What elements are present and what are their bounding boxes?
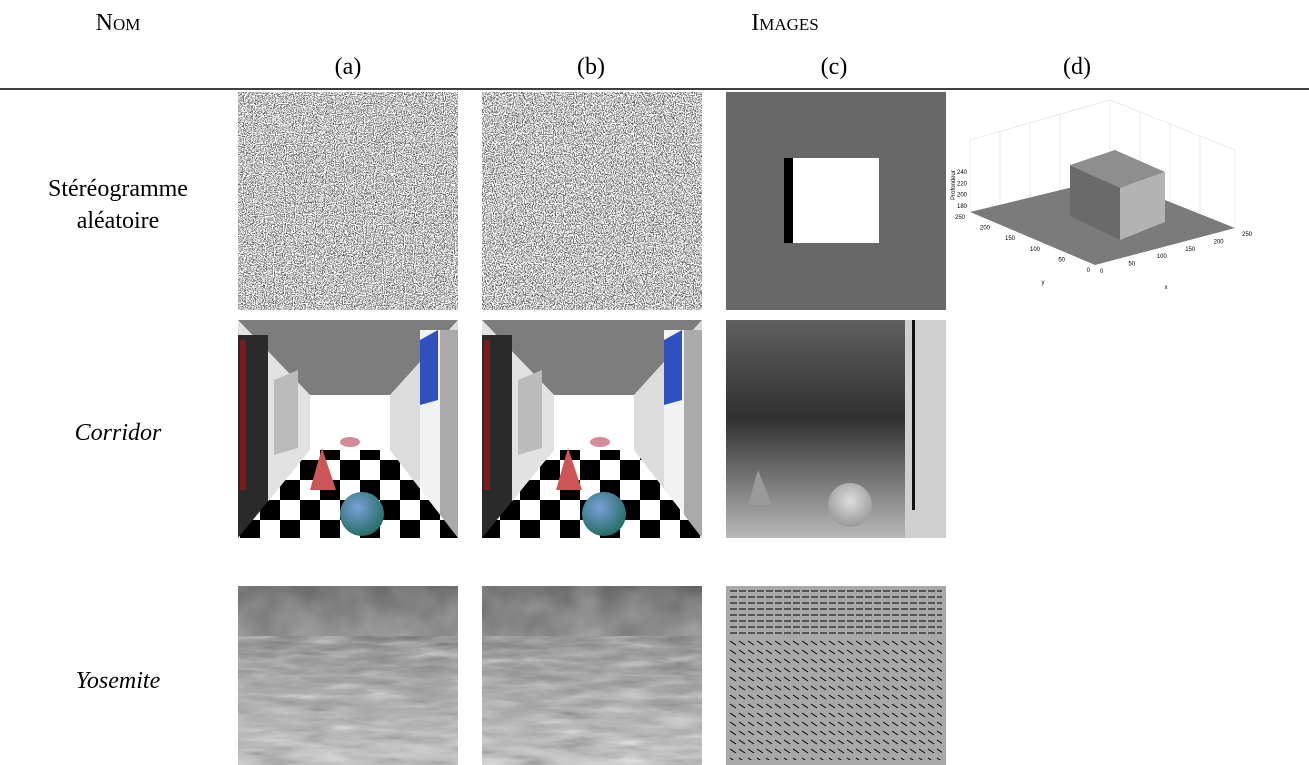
column-header: Nom [96,10,141,36]
sub-header: (a) [335,54,362,80]
random-dot-image [482,92,702,310]
x-tick-label: 250 [1242,232,1253,238]
y-tick-label: 200 [980,226,991,232]
yosemite-image [482,586,702,765]
yosemite-image [238,586,458,765]
row-name: aléatoire [77,208,160,234]
y-tick-label: 100 [1030,247,1041,253]
depth-plot: 180 200 220 240 0 50 100 150 200 250 0 50 100 150 200 2… [951,99,1253,291]
y-tick-label: 50 [1058,257,1065,263]
row-name: Stéréogramme [48,176,188,202]
z-tick-label: 180 [957,204,968,210]
x-tick-label: 50 [1128,262,1135,268]
column-header: Images [751,10,819,36]
y-tick-label: 150 [1005,236,1016,242]
disparity-image [726,92,946,310]
flow-field-image [726,586,946,765]
row-name: Corridor [75,420,162,446]
y-tick-label: 250 [955,215,966,221]
z-tick-label: 240 [957,170,968,176]
y-tick-label: 0 [1087,268,1091,274]
axis-label: y [1042,280,1045,286]
axis-label: x [1165,285,1168,291]
axis-label: Profondeur [951,170,957,200]
corridor-image [482,320,702,538]
depth-image [726,320,946,538]
corridor-image [238,320,458,538]
random-dot-image [238,92,458,310]
x-tick-label: 150 [1185,247,1196,253]
sub-header: (c) [821,54,848,80]
sub-header: (d) [1063,54,1091,80]
x-tick-label: 200 [1214,239,1225,245]
sub-header: (b) [577,54,605,80]
x-tick-label: 100 [1157,254,1168,260]
z-tick-label: 200 [957,193,968,199]
z-tick-label: 220 [957,181,968,187]
x-tick-label: 0 [1100,269,1104,275]
row-name: Yosemite [76,668,161,694]
